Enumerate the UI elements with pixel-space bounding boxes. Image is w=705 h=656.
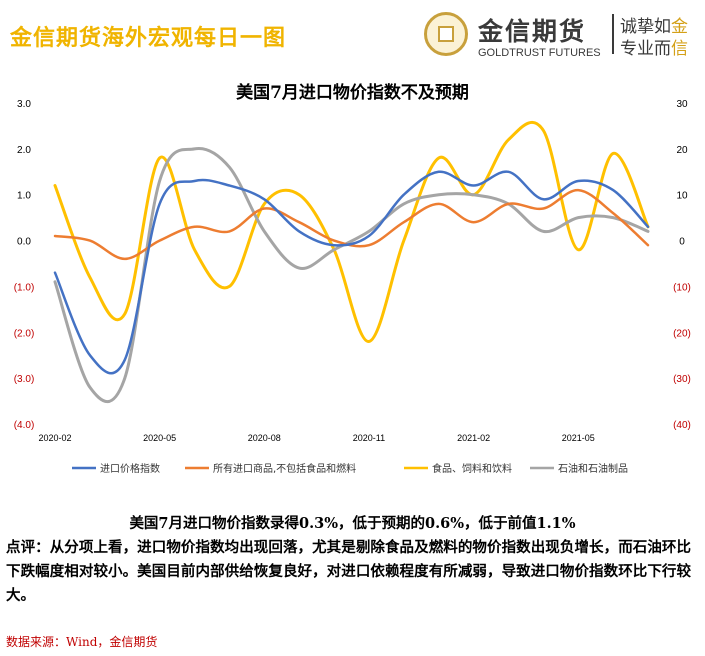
right-axis-tick-label: 30 <box>676 99 688 110</box>
left-axis-tick-label: 1.0 <box>17 191 31 202</box>
chart-title: 美国7月进口物价指数不及预期 <box>236 83 469 103</box>
right-axis-tick-label: (10) <box>673 282 691 293</box>
x-axis-tick-label: 2020-02 <box>38 433 71 443</box>
summary-headline: 美国7月进口物价指数录得0.3%，低于预期的0.6%，低于前值1.1% <box>129 515 576 532</box>
x-axis-tick-label: 2020-05 <box>143 433 176 443</box>
right-axis-tick-label: 10 <box>676 191 688 202</box>
series-line <box>53 170 650 375</box>
x-axis-tick-label: 2020-11 <box>353 433 385 443</box>
left-axis-tick-label: 2.0 <box>17 145 31 156</box>
right-axis-tick-label: (30) <box>673 374 691 385</box>
x-axis-tick-label: 2021-05 <box>562 433 595 443</box>
x-axis-tick-label: 2021-02 <box>457 433 490 443</box>
x-axis-tick-label: 2020-08 <box>248 433 281 443</box>
left-axis-tick-label: 3.0 <box>17 99 31 110</box>
brand-logo: 金信期货 GOLDTRUST FUTURES <box>424 10 624 68</box>
left-axis-tick-label: (1.0) <box>14 282 35 293</box>
legend-label: 石油和石油制品 <box>558 462 628 475</box>
legend-label: 进口价格指数 <box>100 462 160 475</box>
brand-name-cn: 金信期货 <box>478 17 587 46</box>
legend-label: 所有进口商品,不包括食品和燃料 <box>213 462 356 475</box>
series-line <box>53 188 650 261</box>
summary-block: 美国7月进口物价指数录得0.3%，低于预期的0.6%，低于前值1.1% 点评：从… <box>0 512 705 608</box>
left-axis-tick-label: (4.0) <box>14 420 35 431</box>
line-chart: 3.0 2.0 1.0 0.0 (1.0) (2.0) (3.0) (4.0) 30 20 10 0… <box>14 99 691 475</box>
legend-label: 食品、饲料和饮料 <box>432 462 512 475</box>
right-axis-tick-label: 0 <box>679 237 685 248</box>
slogan-line-2: 专业而信 <box>620 39 688 59</box>
left-axis-tick-label: (2.0) <box>14 328 35 339</box>
brand-name-en: GOLDTRUST FUTURES <box>478 47 601 59</box>
left-axis-tick-label: 0.0 <box>17 237 31 248</box>
right-axis-tick-label: 20 <box>676 145 688 156</box>
slogan-line-1: 诚挚如金 <box>620 17 688 37</box>
coin-logo-icon <box>424 12 468 56</box>
left-axis-tick-label: (3.0) <box>14 374 35 385</box>
data-source: 数据来源：Wind，金信期货 <box>6 635 158 649</box>
summary-comment: 点评：从分项上看，进口物价指数均出现回落，尤其是剔除食品及燃料的物价指数出现负增… <box>6 539 691 604</box>
right-axis-tick-label: (40) <box>673 420 691 431</box>
slogan-divider <box>612 14 614 54</box>
series-line <box>53 121 650 343</box>
right-axis-tick-label: (20) <box>673 328 691 339</box>
header-title: 金信期货海外宏观每日一图 <box>10 25 287 51</box>
